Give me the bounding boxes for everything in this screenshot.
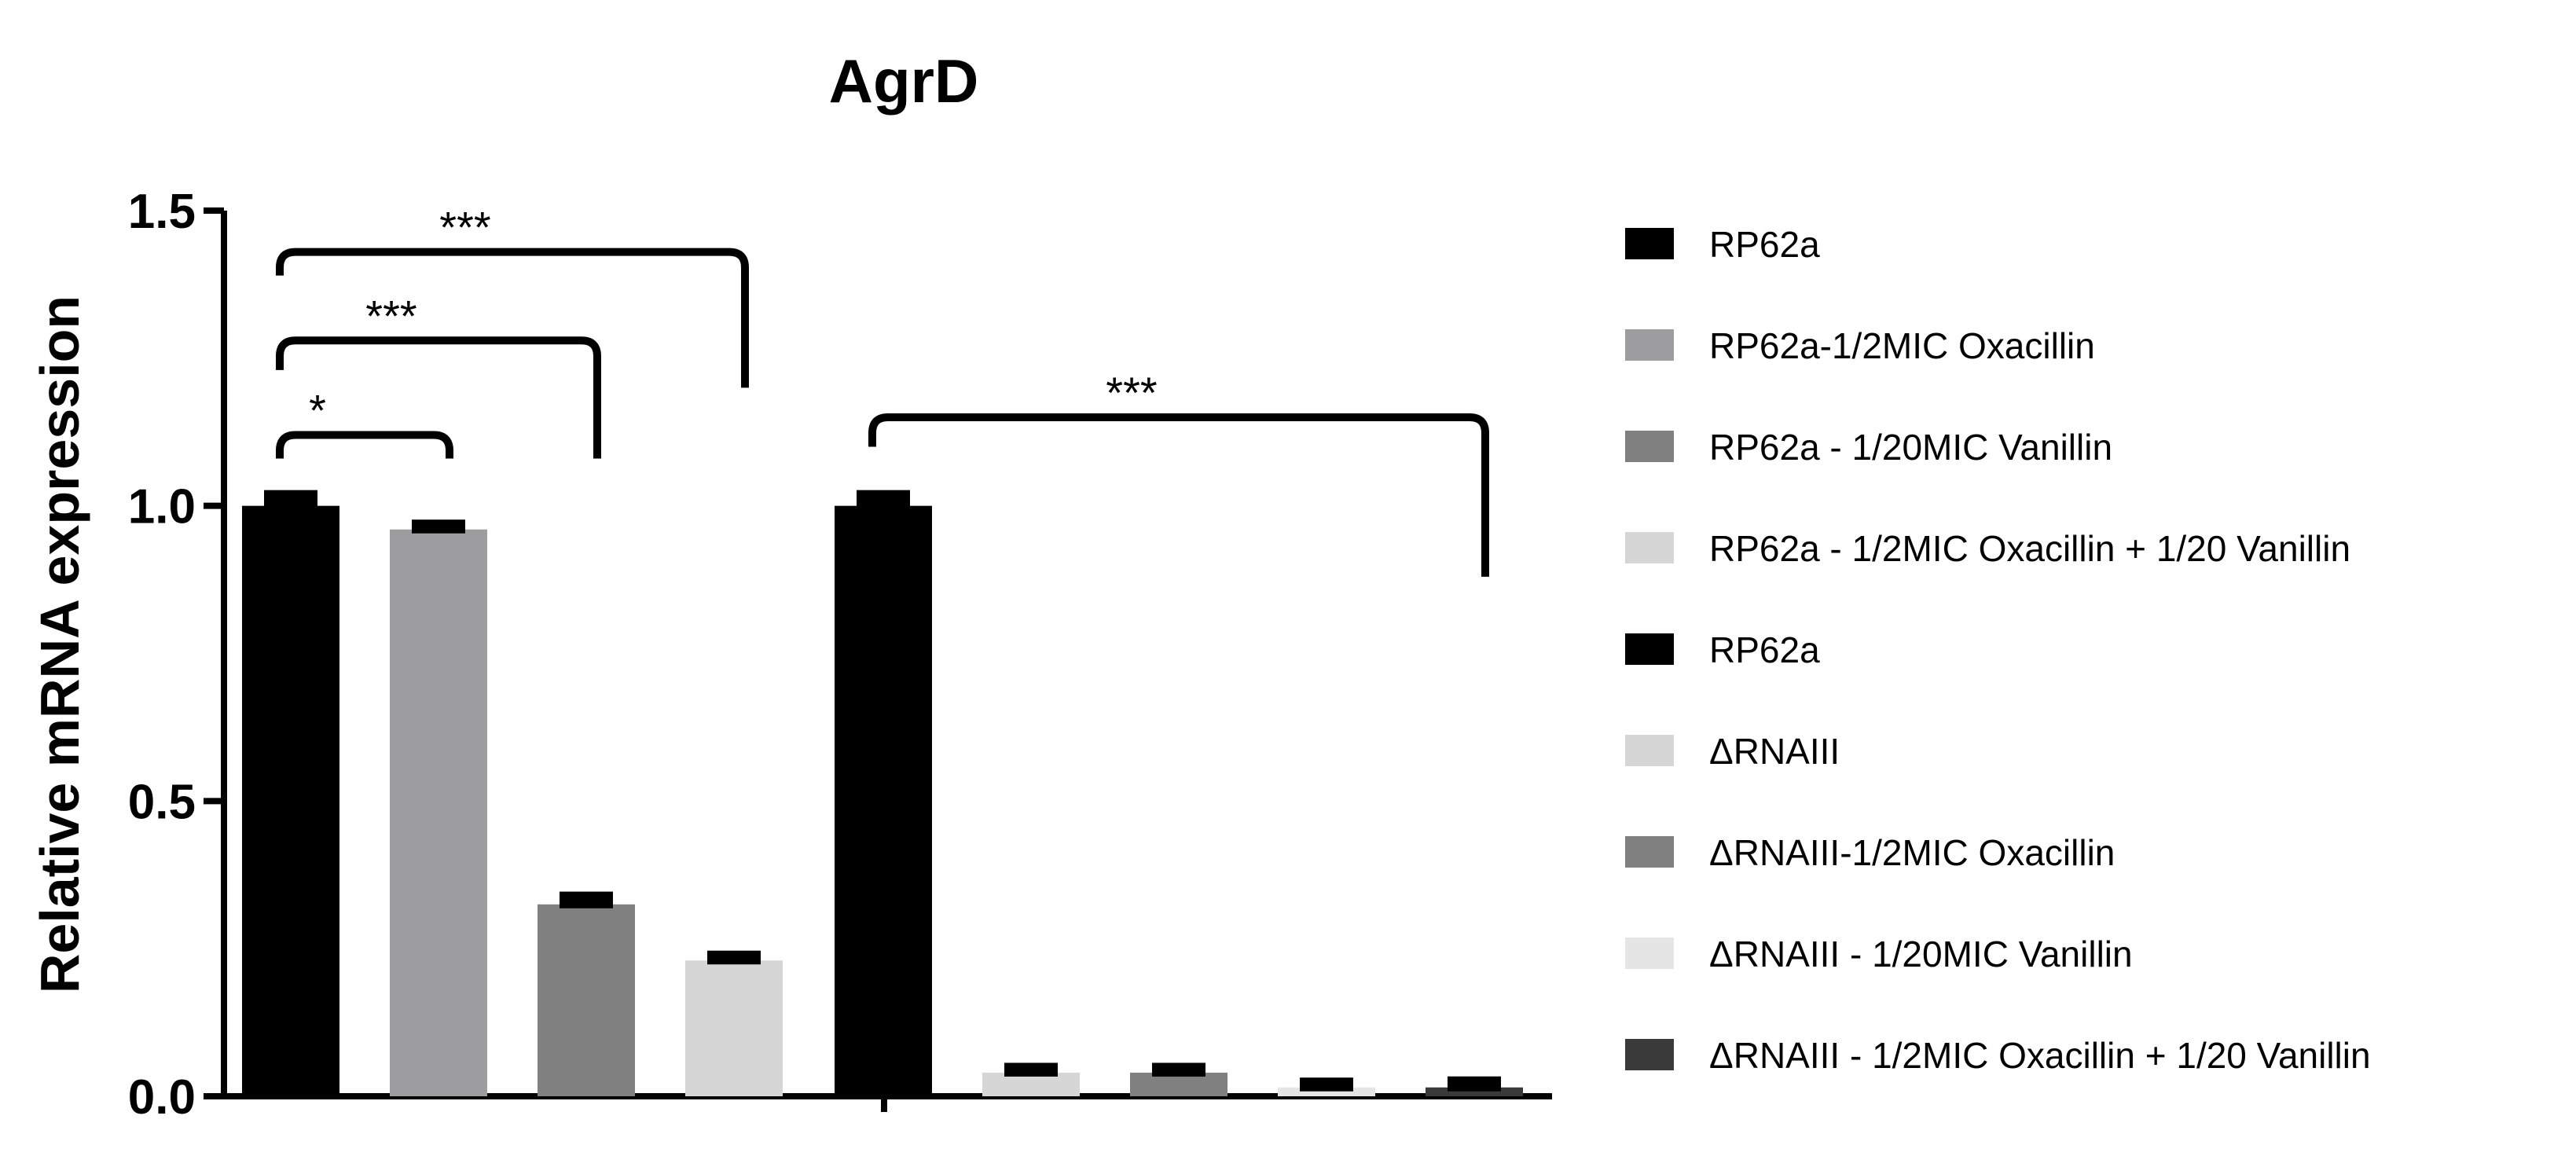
bar: [1426, 1087, 1523, 1096]
bar: [1278, 1087, 1375, 1096]
significance-bracket: [276, 248, 749, 388]
legend-label: RP62a: [1709, 224, 1820, 265]
legend-swatch: [1625, 329, 1674, 361]
significance-bracket: [276, 336, 601, 459]
legend-label: ΔRNAIII: [1709, 731, 1840, 772]
significance-label: *: [309, 386, 326, 435]
error-bar: [1004, 1062, 1058, 1077]
significance-label: ***: [439, 203, 490, 252]
bar: [835, 505, 932, 1096]
legend-label: ΔRNAIII - 1/2MIC Oxacillin + 1/20 Vanill…: [1709, 1035, 2371, 1076]
significance-label: ***: [1106, 368, 1157, 417]
legend-swatch: [1625, 938, 1674, 969]
bar: [242, 505, 339, 1096]
legend-swatch: [1625, 735, 1674, 766]
legend-label: RP62a - 1/2MIC Oxacillin + 1/20 Vanillin: [1709, 528, 2350, 569]
significance-bracket: [868, 413, 1489, 577]
error-bar: [264, 490, 317, 510]
legend-label: ΔRNAIII - 1/20MIC Vanillin: [1709, 934, 2133, 974]
error-bar: [1152, 1062, 1205, 1077]
legend-label: RP62a: [1709, 629, 1820, 670]
y-tick-label: 1.5: [128, 185, 196, 239]
bar: [390, 529, 487, 1096]
legend-swatch: [1625, 532, 1674, 563]
y-tick-label: 0.0: [128, 1070, 196, 1125]
significance-annotations: **********: [276, 203, 1489, 577]
y-tick-label: 0.5: [128, 775, 196, 829]
legend-swatch: [1625, 431, 1674, 462]
error-bar: [412, 519, 465, 534]
legend-swatch: [1625, 836, 1674, 868]
error-bar: [707, 950, 761, 965]
error-bar: [560, 891, 613, 908]
legend-swatch: [1625, 1039, 1674, 1070]
significance-bracket: [276, 431, 453, 459]
legend-label: RP62a-1/2MIC Oxacillin: [1709, 325, 2095, 366]
legend-label: RP62a - 1/20MIC Vanillin: [1709, 427, 2112, 468]
y-tick-label: 1.0: [128, 480, 196, 534]
legend-label: ΔRNAIII-1/2MIC Oxacillin: [1709, 832, 2115, 873]
bar: [1130, 1072, 1227, 1096]
chart-title: AgrD: [829, 46, 979, 116]
legend: RP62a RP62a-1/2MIC Oxacillin RP62a - 1/20M…: [1625, 224, 2371, 1076]
error-bar: [1448, 1076, 1501, 1092]
legend-swatch: [1625, 228, 1674, 259]
bar: [982, 1072, 1080, 1096]
bar: [538, 904, 635, 1096]
bars: [242, 490, 1523, 1096]
error-bar: [1300, 1077, 1353, 1092]
error-bar: [857, 490, 910, 510]
legend-swatch: [1625, 633, 1674, 665]
bar: [685, 960, 783, 1096]
significance-label: ***: [365, 291, 416, 340]
y-axis-label: Relative mRNA expression: [29, 295, 90, 993]
